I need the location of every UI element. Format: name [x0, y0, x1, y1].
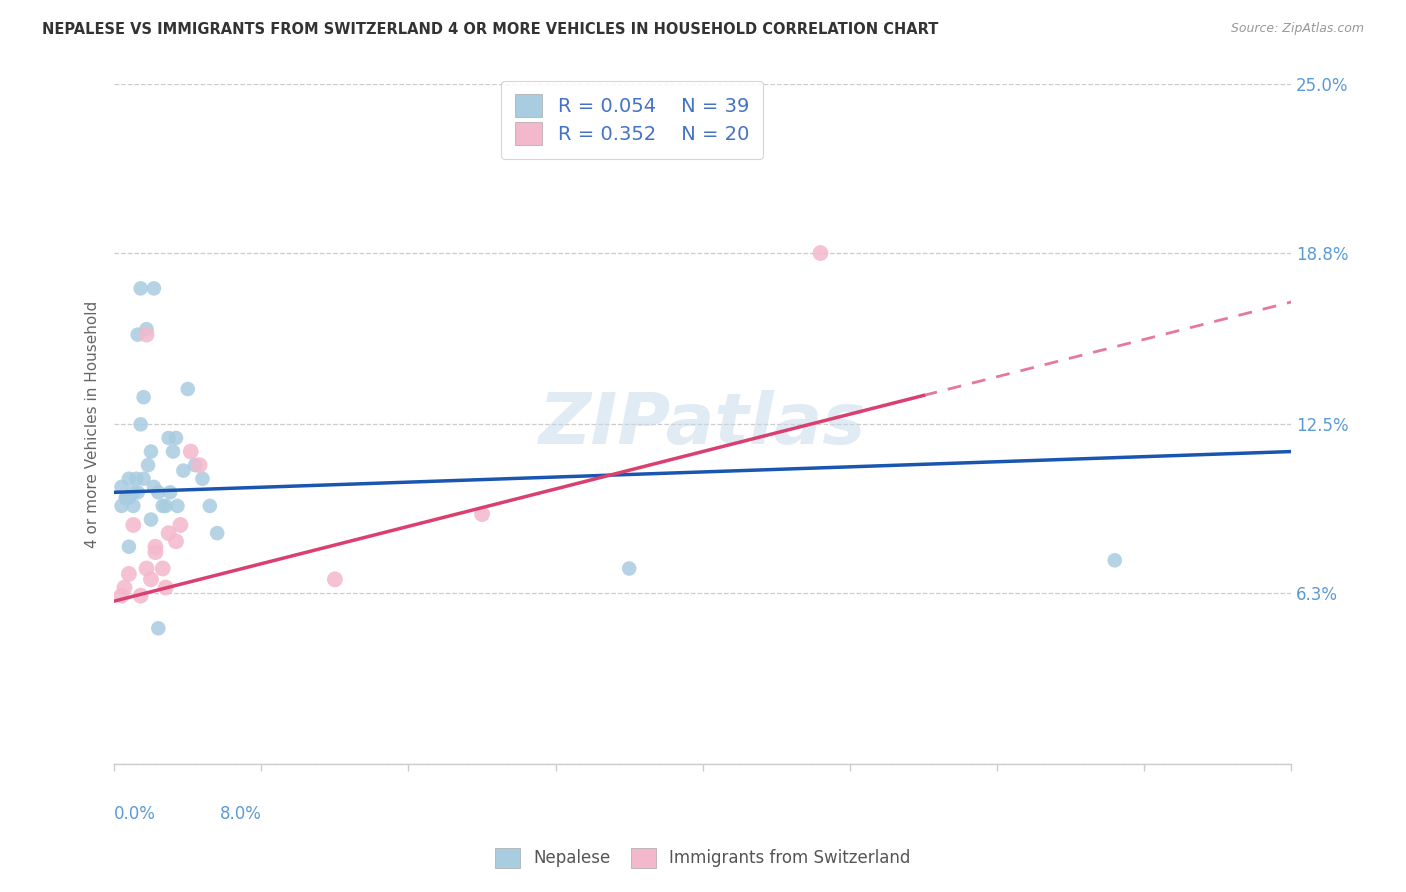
Point [157, 431, 180, 445]
Point [172, 464, 194, 478]
Point [139, 573, 162, 587]
Point [135, 561, 157, 575]
Point [139, 512, 162, 526]
Point [122, 485, 145, 500]
Point [136, 458, 159, 472]
Point [110, 499, 132, 513]
Point [159, 485, 181, 500]
Point [471, 507, 494, 521]
Point [205, 526, 228, 541]
Legend: R = 0.054    N = 39, R = 0.352    N = 20: R = 0.054 N = 39, R = 0.352 N = 20 [502, 80, 763, 159]
Point [129, 589, 152, 603]
Point [810, 246, 832, 260]
Point [166, 499, 188, 513]
Point [180, 444, 202, 458]
Point [114, 581, 136, 595]
Point [122, 499, 145, 513]
Point [157, 526, 180, 541]
Point [155, 499, 177, 513]
Point [110, 589, 132, 603]
Point [184, 458, 207, 472]
Point [188, 458, 211, 472]
Point [135, 327, 157, 342]
Point [152, 499, 174, 513]
Point [132, 390, 155, 404]
Point [118, 566, 141, 581]
Point [198, 499, 221, 513]
Point [129, 417, 152, 432]
Point [169, 518, 191, 533]
Text: Source: ZipAtlas.com: Source: ZipAtlas.com [1230, 22, 1364, 36]
Point [162, 444, 184, 458]
Point [135, 322, 157, 336]
Point [115, 491, 138, 505]
Point [125, 472, 148, 486]
Point [145, 540, 167, 554]
Point [110, 480, 132, 494]
Text: ZIPatlas: ZIPatlas [538, 390, 866, 458]
Point [177, 382, 200, 396]
Point [127, 485, 149, 500]
Point [1104, 553, 1126, 567]
Point [129, 281, 152, 295]
Point [142, 480, 165, 494]
Point [118, 472, 141, 486]
Point [118, 540, 141, 554]
Legend: Nepalese, Immigrants from Switzerland: Nepalese, Immigrants from Switzerland [489, 841, 917, 875]
Point [148, 485, 170, 500]
Point [191, 472, 214, 486]
Point [619, 561, 641, 575]
Y-axis label: 4 or more Vehicles in Household: 4 or more Vehicles in Household [86, 301, 100, 548]
Point [155, 581, 177, 595]
Point [165, 534, 187, 549]
Point [165, 431, 187, 445]
Point [132, 472, 155, 486]
Point [139, 444, 162, 458]
Text: 8.0%: 8.0% [219, 805, 262, 823]
Text: 0.0%: 0.0% [114, 805, 156, 823]
Point [127, 327, 149, 342]
Point [148, 621, 170, 635]
Point [115, 491, 138, 505]
Point [142, 281, 165, 295]
Point [145, 545, 167, 559]
Point [323, 573, 346, 587]
Point [118, 491, 141, 505]
Point [122, 518, 145, 533]
Text: NEPALESE VS IMMIGRANTS FROM SWITZERLAND 4 OR MORE VEHICLES IN HOUSEHOLD CORRELAT: NEPALESE VS IMMIGRANTS FROM SWITZERLAND … [42, 22, 939, 37]
Point [152, 561, 174, 575]
